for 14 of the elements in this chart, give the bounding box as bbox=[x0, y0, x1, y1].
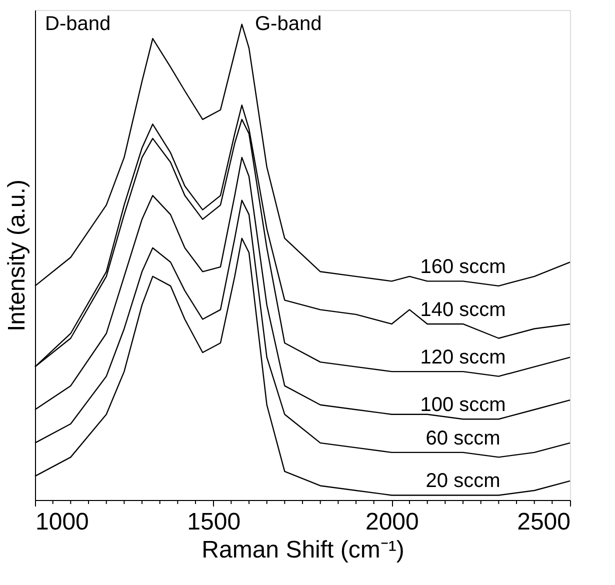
x-tick-label: 2000 bbox=[365, 508, 419, 536]
series-label: 20 sccm bbox=[426, 470, 500, 492]
series-label: 140 sccm bbox=[420, 298, 506, 321]
x-tick-label: 2500 bbox=[517, 508, 570, 536]
x-tick-label: 1500 bbox=[187, 508, 241, 536]
series-label: 160 sccm bbox=[420, 256, 506, 278]
x-tick-label: 1000 bbox=[36, 508, 89, 536]
series-label: 100 sccm bbox=[420, 394, 506, 416]
x-axis-title: Raman Shift (cm⁻¹) bbox=[202, 536, 404, 564]
y-axis-title: Intensity (a.u.) bbox=[4, 179, 30, 332]
annotation: D-band bbox=[45, 13, 111, 35]
annotation: G-band bbox=[255, 13, 322, 35]
series-label: 60 sccm bbox=[426, 427, 500, 450]
series-label: 120 sccm bbox=[420, 346, 506, 369]
